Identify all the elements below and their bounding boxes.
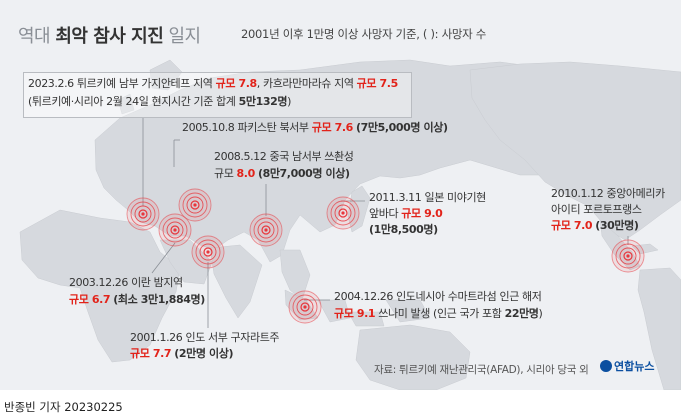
pakistan-2005-marker [178,188,212,222]
yonhap-logo: 연합뉴스 [600,358,654,374]
haiti-2010-line2: 아이티 포르토프랭스 [551,203,642,216]
turkey-2023-marker [126,197,160,231]
page-subtitle: 2001년 이후 1만명 이상 사망자 기준, ( ): 사망자 수 [241,27,487,41]
indonesia-deaths: 22만명 [504,307,539,320]
iran-2003-line2: 규모 6.7 (최소 3만1,884명) [69,292,205,308]
china-2008-line2: 규모 8.0 (8만7,000명 이상) [214,166,350,182]
title-light-1: 역대 [18,26,51,47]
iran-magnitude: 규모 6.7 [69,293,111,306]
indonesia-deaths-prefix: (인근 국가 포함 [433,307,505,320]
indonesia-2004-line1: 2004.12.26 인도네시아 수마트라섬 인근 해저 [334,290,542,303]
china-2008-line1: 2008.5.12 중국 남서부 쓰촨성 [214,150,354,163]
world-map [19,59,681,390]
china-deaths: (8만7,000명 이상) [257,167,350,180]
turkey-2023-box [23,72,412,118]
india-2001-marker [191,235,225,269]
china-magnitude: 8.0 [236,167,256,180]
japan-line2-prefix: 앞바다 [369,207,402,220]
china-2008-marker [249,213,283,247]
infographic-panel: 역대 최악 참사 지진 일지 2001년 이후 1만명 이상 사망자 기준, (… [0,0,681,390]
yonhap-logo-text: 연합뉴스 [614,360,655,373]
japan-deaths: (1만8,500명) [369,223,438,236]
haiti-2010-marker [611,239,645,273]
turkey-death-note: (튀르키예·시리아 2월 24일 현지시간 기준 합계 [28,95,239,108]
haiti-2010-line1: 2010.1.12 중앙아메리카 [551,187,665,200]
haiti-2010-line3: 규모 7.0 (30만명) [551,218,639,234]
turkey-date-region: 2023.2.6 튀르키예 남부 가지안테프 지역 [28,77,216,90]
turkey-2023-line1: 2023.2.6 튀르키예 남부 가지안테프 지역 규모 7.8, 카흐라만마라… [28,76,398,92]
turkey-region-2: , 카흐라만마라슈 지역 [256,77,357,90]
iran-2003-marker [158,213,192,247]
title-light-2: 일지 [168,26,202,47]
japan-2011-line3: (1만8,500명) [369,222,438,238]
source-note: 자료: 튀르키예 재난관리국(AFAD), 시리아 당국 외 [374,364,589,376]
pakistan-magnitude: 규모 7.6 [311,121,354,134]
japan-magnitude: 규모 9.0 [401,207,443,220]
china-mag-prefix: 규모 [214,167,237,180]
pakistan-date-region: 2005.10.8 파키스탄 북서부 [182,121,312,134]
byline-credit: 반종빈 기자 20230225 [4,400,123,414]
iran-2003-line1: 2003.12.26 이란 밤지역 [69,276,183,289]
japan-2011-marker [326,196,360,230]
turkey-2023-line2: (튀르키예·시리아 2월 24일 현지시간 기준 합계 5만132명) [28,94,291,110]
japan-2011-line2: 앞바다 규모 9.0 [369,206,443,222]
haiti-deaths: (30만명) [595,219,639,232]
haiti-magnitude: 규모 7.0 [551,219,593,232]
pakistan-2005-label: 2005.10.8 파키스탄 북서부 규모 7.6 (7만5,000명 이상) [182,120,448,136]
iran-deaths: (최소 3만1,884명) [113,293,205,306]
indonesia-tsunami: 쓰나미 발생 [375,307,434,320]
turkey-deaths: 5만132명 [238,95,288,108]
turkey-magnitude-1: 규모 7.8 [215,77,258,90]
india-2001-line2: 규모 7.7 (2만명 이상) [130,346,233,362]
indonesia-magnitude: 규모 9.1 [334,307,376,320]
yonhap-logo-icon [600,360,612,372]
page-title: 역대 최악 참사 지진 일지 [18,22,201,48]
india-magnitude: 규모 7.7 [130,347,172,360]
indonesia-2004-marker [288,290,322,324]
indonesia-2004-line2: 규모 9.1 쓰나미 발생 (인근 국가 포함 22만명) [334,306,543,322]
india-2001-line1: 2001.1.26 인도 서부 구자라트주 [130,331,280,344]
turkey-close: ) [287,95,291,108]
turkey-magnitude-2: 규모 7.5 [356,77,399,90]
india-deaths: (2만명 이상) [174,347,234,360]
indonesia-close: ) [538,307,543,320]
pakistan-deaths: (7만5,000명 이상) [355,121,448,134]
japan-2011-line1: 2011.3.11 일본 미야기현 [369,191,486,204]
title-bold: 최악 참사 지진 [55,26,164,47]
